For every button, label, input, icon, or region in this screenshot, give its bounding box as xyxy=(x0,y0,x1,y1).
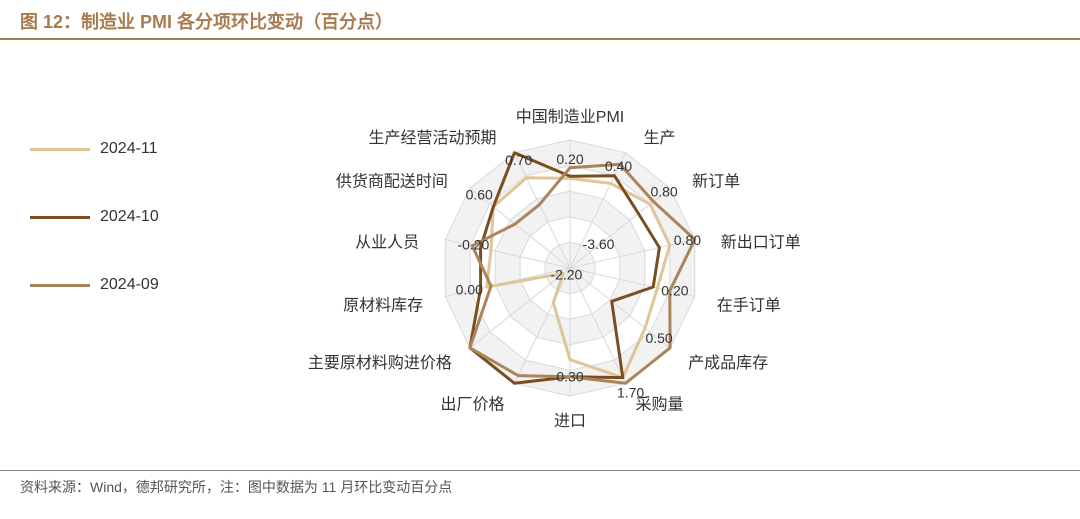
svg-text:生产经营活动预期: 生产经营活动预期 xyxy=(368,129,496,147)
svg-text:在手订单: 在手订单 xyxy=(717,297,781,315)
svg-text:0.30: 0.30 xyxy=(556,368,583,384)
svg-text:0.80: 0.80 xyxy=(674,232,701,248)
legend-label: 2024-11 xyxy=(100,140,158,158)
legend-item: 2024-11 xyxy=(30,140,159,158)
svg-text:0.50: 0.50 xyxy=(645,330,672,346)
radar-chart-area: 2024-11 2024-10 2024-09 中国制造业PMI生产新订单新出口… xyxy=(0,40,1080,470)
svg-text:进口: 进口 xyxy=(554,412,586,430)
svg-text:出厂价格: 出厂价格 xyxy=(440,396,504,414)
svg-text:从业人员: 从业人员 xyxy=(355,234,419,252)
svg-text:新订单: 新订单 xyxy=(692,172,740,190)
chart-title: 图 12：制造业 PMI 各分项环比变动（百分点） xyxy=(20,12,393,32)
svg-text:0.20: 0.20 xyxy=(661,283,688,299)
svg-text:产成品库存: 产成品库存 xyxy=(688,354,768,372)
radar-svg: 中国制造业PMI生产新订单新出口订单在手订单产成品库存采购量进口出厂价格主要原材… xyxy=(0,40,1080,470)
svg-text:-0.20: -0.20 xyxy=(457,237,489,253)
legend-item: 2024-09 xyxy=(30,276,159,294)
chart-title-bar: 图 12：制造业 PMI 各分项环比变动（百分点） xyxy=(0,0,1080,40)
svg-text:1.70: 1.70 xyxy=(617,385,644,401)
svg-text:原材料库存: 原材料库存 xyxy=(343,297,423,315)
legend-item: 2024-10 xyxy=(30,208,159,226)
svg-text:生产: 生产 xyxy=(644,129,676,147)
svg-text:0.60: 0.60 xyxy=(466,186,493,202)
chart-footer: 资料来源：Wind，德邦研究所，注：图中数据为 11 月环比变动百分点 xyxy=(0,470,1080,503)
svg-text:0.40: 0.40 xyxy=(605,158,632,174)
legend-label: 2024-09 xyxy=(100,276,159,294)
legend-swatch xyxy=(30,148,90,151)
svg-text:主要原材料购进价格: 主要原材料购进价格 xyxy=(308,354,452,372)
svg-text:0.20: 0.20 xyxy=(556,151,583,167)
svg-text:0.70: 0.70 xyxy=(505,152,532,168)
svg-text:-2.20: -2.20 xyxy=(550,266,582,282)
svg-text:中国制造业PMI: 中国制造业PMI xyxy=(516,108,624,126)
legend: 2024-11 2024-10 2024-09 xyxy=(30,140,159,344)
svg-text:0.00: 0.00 xyxy=(456,282,483,298)
legend-label: 2024-10 xyxy=(100,208,159,226)
svg-text:供货商配送时间: 供货商配送时间 xyxy=(336,172,448,190)
legend-swatch xyxy=(30,284,90,287)
svg-text:-3.60: -3.60 xyxy=(583,236,615,252)
legend-swatch xyxy=(30,216,90,219)
svg-text:新出口订单: 新出口订单 xyxy=(721,234,801,252)
svg-text:0.80: 0.80 xyxy=(650,184,677,200)
footer-text: 资料来源：Wind，德邦研究所，注：图中数据为 11 月环比变动百分点 xyxy=(20,479,452,495)
